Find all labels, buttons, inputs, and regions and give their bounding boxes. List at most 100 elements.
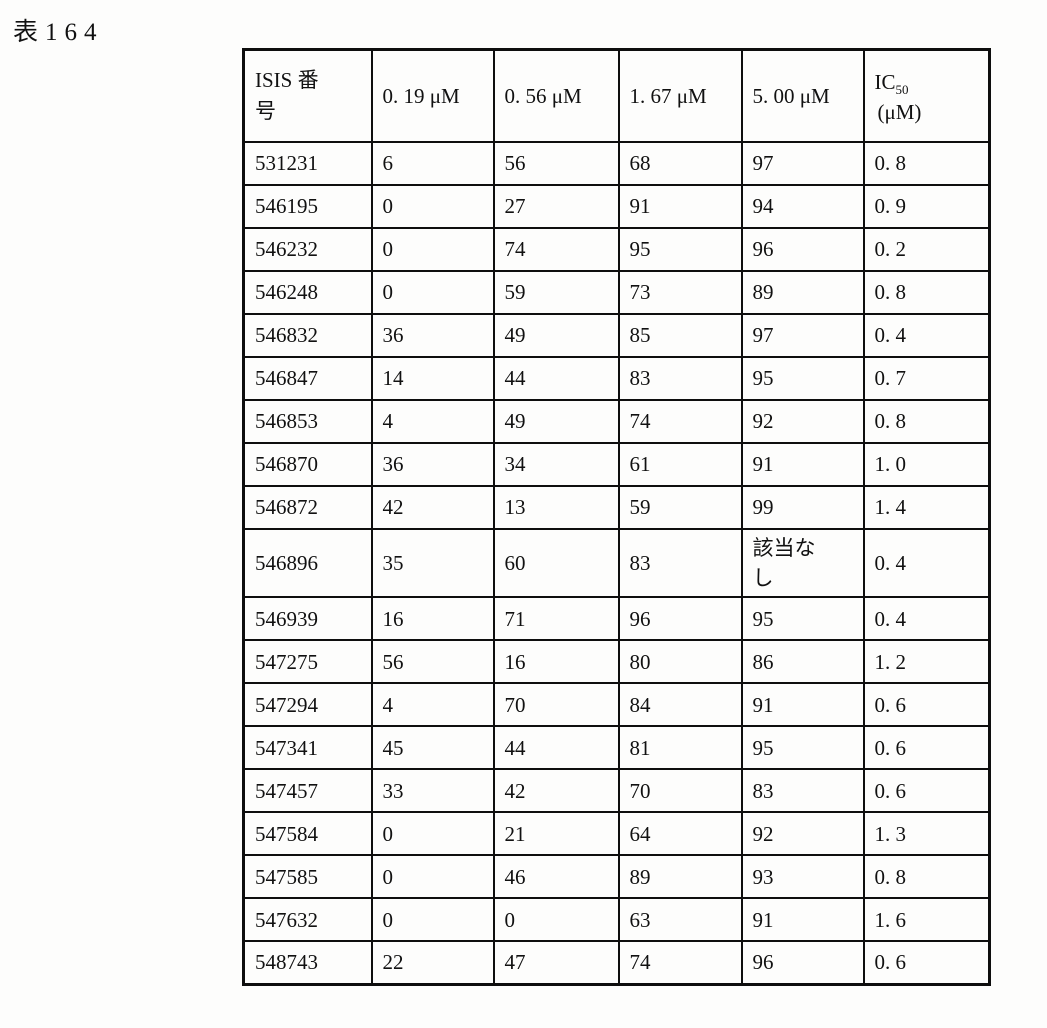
dose-0-56um-cell: 56 [492, 140, 620, 186]
isis-number-cell-text: 546870 [255, 451, 318, 476]
isis-number-cell: 546896 [242, 527, 373, 599]
ic50-cell-text: 0. 8 [874, 150, 907, 175]
col-header-ic50-main: IC [874, 69, 896, 94]
dose-0-56um-cell: 21 [492, 811, 620, 857]
ic50-cell: 0. 8 [862, 269, 991, 315]
dose-0-19um-cell-text: 35 [382, 550, 404, 575]
isis-number-cell-text: 546853 [255, 408, 318, 433]
dose-5-00um-cell: 97 [740, 312, 865, 358]
dose-0-56um-cell-text: 0 [504, 907, 516, 932]
table-row: 546896 35 60 83 該当なし 0. 4 [242, 527, 991, 599]
isis-number-cell: 548743 [242, 940, 373, 986]
dose-0-56um-cell: 74 [492, 226, 620, 272]
isis-number-cell: 546872 [242, 484, 373, 530]
ic50-cell: 0. 8 [862, 854, 991, 900]
isis-number-cell-text: 548743 [255, 950, 318, 975]
isis-number-cell: 531231 [242, 140, 373, 186]
isis-number-cell-text: 546248 [255, 279, 318, 304]
table-row: 547294 4 70 84 91 0. 6 [242, 682, 991, 728]
dose-0-19um-cell: 35 [370, 527, 495, 599]
dose-5-00um-cell-text: 93 [752, 864, 774, 889]
col-header-ic50-subscript: 50 [895, 81, 909, 97]
isis-number-cell: 546847 [242, 355, 373, 401]
ic50-cell: 0. 8 [862, 398, 991, 444]
dose-1-67um-cell-text: 89 [629, 864, 651, 889]
dose-0-56um-cell: 49 [492, 398, 620, 444]
dose-0-56um-cell-text: 74 [504, 236, 526, 261]
dose-1-67um-cell: 85 [617, 312, 743, 358]
ic50-cell: 0. 9 [862, 183, 991, 229]
dose-0-19um-cell: 42 [370, 484, 495, 530]
ic50-cell: 1. 3 [862, 811, 991, 857]
dose-1-67um-cell-text: 80 [629, 649, 651, 674]
dose-5-00um-cell-text: 96 [752, 950, 774, 975]
isis-number-cell-text: 546896 [255, 550, 318, 575]
dose-0-19um-cell-text: 16 [382, 606, 404, 631]
dose-1-67um-cell-text: 96 [629, 606, 651, 631]
table-body: 531231 6 56 68 97 0. 8 546195 0 27 91 94 0. 9 546232… [242, 140, 991, 986]
dose-0-56um-cell-text: 34 [504, 451, 526, 476]
dose-1-67um-cell-text: 70 [629, 778, 651, 803]
table-row: 547457 33 42 70 83 0. 6 [242, 768, 991, 814]
table-row: 546232 0 74 95 96 0. 2 [242, 226, 991, 272]
dose-0-19um-cell: 0 [370, 811, 495, 857]
dose-0-56um-cell: 49 [492, 312, 620, 358]
dose-5-00um-cell-text: 86 [752, 649, 774, 674]
dose-response-table: ISIS 番号 0. 19 μM 0. 56 μM 1. 67 μM 5. 00… [242, 48, 991, 986]
isis-number-cell-text: 531231 [255, 150, 318, 175]
isis-number-cell: 547457 [242, 768, 373, 814]
dose-5-00um-cell-text: 89 [752, 279, 774, 304]
isis-number-cell: 547294 [242, 682, 373, 728]
dose-0-19um-cell-text: 4 [382, 692, 394, 717]
dose-0-19um-cell-text: 0 [382, 279, 394, 304]
ic50-cell-text: 0. 6 [874, 735, 907, 760]
dose-0-56um-cell-text: 47 [504, 950, 526, 975]
dose-1-67um-cell: 59 [617, 484, 743, 530]
dose-5-00um-cell: 89 [740, 269, 865, 315]
dose-1-67um-cell: 89 [617, 854, 743, 900]
ic50-cell-text: 0. 2 [874, 236, 907, 261]
isis-number-cell-text: 547457 [255, 778, 318, 803]
dose-1-67um-cell: 81 [617, 725, 743, 771]
dose-5-00um-cell: 86 [740, 639, 865, 685]
dose-5-00um-cell-text: 92 [752, 408, 774, 433]
ic50-cell: 0. 7 [862, 355, 991, 401]
table-row: 546870 36 34 61 91 1. 0 [242, 441, 991, 487]
ic50-cell: 0. 4 [862, 596, 991, 642]
table-row: 547632 0 0 63 91 1. 6 [242, 897, 991, 943]
ic50-cell: 0. 6 [862, 768, 991, 814]
dose-0-19um-cell: 0 [370, 897, 495, 943]
dose-0-19um-cell: 36 [370, 441, 495, 487]
ic50-cell-text: 0. 8 [874, 279, 907, 304]
dose-0-19um-cell: 0 [370, 269, 495, 315]
dose-5-00um-cell: 95 [740, 596, 865, 642]
dose-1-67um-cell-text: 74 [629, 950, 651, 975]
dose-0-56um-cell: 27 [492, 183, 620, 229]
dose-0-56um-cell: 16 [492, 639, 620, 685]
dose-5-00um-cell-text: 95 [752, 735, 774, 760]
dose-0-56um-cell-text: 21 [504, 821, 526, 846]
ic50-cell-text: 1. 3 [874, 821, 907, 846]
col-header-dose-0-56um: 0. 56 μM [492, 48, 620, 143]
dose-5-00um-cell: 95 [740, 725, 865, 771]
ic50-cell: 0. 2 [862, 226, 991, 272]
col-header-ic50-unit: (μM) [877, 99, 922, 124]
ic50-cell-text: 0. 8 [874, 408, 907, 433]
col-header-dose-1-67um-label: 1. 67 μM [629, 83, 707, 108]
isis-number-cell-text: 547275 [255, 649, 318, 674]
dose-0-56um-cell-text: 27 [504, 193, 526, 218]
ic50-cell-text: 1. 0 [874, 451, 907, 476]
dose-0-19um-cell: 56 [370, 639, 495, 685]
dose-0-56um-cell-text: 70 [504, 692, 526, 717]
dose-0-19um-cell: 14 [370, 355, 495, 401]
dose-1-67um-cell: 70 [617, 768, 743, 814]
dose-5-00um-cell-text: 95 [752, 606, 774, 631]
isis-number-cell-text: 547632 [255, 907, 318, 932]
table-row: 546248 0 59 73 89 0. 8 [242, 269, 991, 315]
col-header-isis-number: ISIS 番号 [242, 48, 373, 143]
dose-0-19um-cell-text: 6 [382, 150, 394, 175]
dose-1-67um-cell-text: 84 [629, 692, 651, 717]
dose-1-67um-cell: 96 [617, 596, 743, 642]
table-row: 546847 14 44 83 95 0. 7 [242, 355, 991, 401]
dose-0-19um-cell-text: 0 [382, 821, 394, 846]
